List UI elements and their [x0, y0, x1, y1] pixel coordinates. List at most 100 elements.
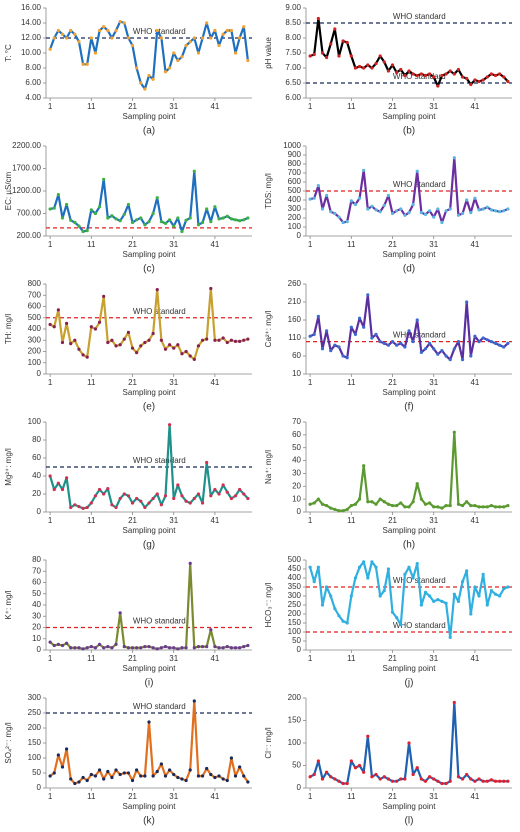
data-point	[81, 353, 85, 357]
data-point	[168, 768, 172, 772]
data-point	[217, 338, 221, 342]
data-point	[469, 777, 473, 781]
data-point	[485, 779, 489, 783]
data-point	[399, 623, 403, 627]
reference-label: WHO standard	[393, 621, 446, 630]
data-point	[386, 193, 390, 198]
y-tick-label: 20	[32, 623, 41, 632]
y-tick-label: 8.00	[285, 33, 301, 42]
x-tick-label: 41	[470, 378, 479, 387]
data-point	[325, 503, 329, 508]
data-point	[159, 646, 163, 650]
x-tick-label: 11	[87, 516, 96, 525]
data-point	[200, 220, 205, 225]
data-point	[452, 592, 456, 596]
data-point	[238, 36, 242, 40]
data-point	[209, 494, 213, 498]
data-point	[502, 587, 506, 591]
data-point	[85, 646, 89, 650]
data-point	[192, 699, 196, 703]
caption: (a)	[143, 126, 155, 137]
data-point	[176, 343, 180, 347]
data-point	[378, 497, 382, 501]
data-point	[188, 561, 192, 565]
data-point	[225, 214, 229, 218]
data-point	[353, 502, 358, 506]
x-axis-label: Sampling point	[123, 664, 177, 673]
data-point	[399, 67, 403, 72]
x-tick-label: 41	[210, 102, 219, 111]
data-point	[60, 216, 65, 220]
data-point	[77, 224, 81, 228]
data-point	[415, 318, 419, 322]
caption: (j)	[405, 678, 414, 689]
data-point	[213, 28, 217, 33]
y-tick-label: 300	[28, 693, 42, 702]
data-point	[498, 210, 502, 214]
x-tick-label: 21	[128, 792, 137, 801]
y-tick-label: 150	[288, 618, 302, 627]
data-point	[341, 619, 345, 623]
data-point	[382, 500, 386, 504]
x-tick-label: 1	[48, 792, 53, 801]
data-point	[411, 72, 415, 76]
data-point	[89, 772, 93, 777]
data-point	[60, 643, 65, 648]
data-point	[135, 66, 139, 70]
y-tick-label: 400	[28, 324, 42, 333]
reference-label: WHO standard	[133, 617, 186, 626]
data-point	[473, 334, 477, 338]
data-point	[151, 646, 155, 650]
data-point	[196, 223, 201, 227]
data-point	[147, 720, 151, 724]
data-point	[238, 765, 242, 769]
reference-label: WHO standard	[133, 702, 186, 711]
data-point	[89, 325, 93, 329]
data-point	[353, 576, 358, 580]
data-point	[172, 646, 176, 650]
data-point	[473, 196, 477, 200]
data-point	[419, 72, 423, 76]
data-point	[126, 771, 130, 775]
data-point	[242, 25, 246, 29]
data-point	[395, 209, 399, 213]
data-point	[403, 73, 407, 78]
data-point	[498, 343, 502, 347]
x-tick-label: 31	[169, 240, 178, 249]
data-point	[69, 218, 73, 222]
data-point	[200, 774, 205, 778]
x-axis-label: Sampling point	[123, 250, 177, 259]
x-tick-label: 41	[210, 792, 219, 801]
data-point	[374, 61, 378, 66]
data-point	[337, 509, 341, 513]
data-point	[200, 36, 205, 40]
data-point	[56, 481, 60, 485]
reference-label: WHO standard	[393, 72, 446, 81]
data-point	[498, 594, 502, 598]
data-point	[325, 770, 329, 774]
data-point	[225, 645, 229, 649]
data-point	[432, 347, 436, 351]
data-point	[481, 336, 485, 340]
data-point	[229, 217, 233, 221]
data-point	[143, 645, 147, 649]
data-point	[320, 777, 325, 781]
data-point	[440, 349, 444, 353]
data-point	[436, 505, 440, 509]
data-point	[180, 777, 184, 781]
data-point	[126, 646, 130, 650]
data-point	[52, 487, 56, 492]
data-point	[151, 211, 155, 216]
data-point	[85, 505, 89, 510]
data-point	[362, 325, 366, 329]
y-tick-label: 10	[32, 634, 41, 643]
data-point	[217, 217, 221, 221]
data-point	[477, 208, 481, 212]
data-point	[118, 496, 122, 501]
data-point	[506, 779, 510, 783]
data-point	[395, 616, 399, 620]
data-point	[419, 211, 423, 215]
data-point	[312, 52, 316, 57]
data-point	[469, 503, 473, 508]
